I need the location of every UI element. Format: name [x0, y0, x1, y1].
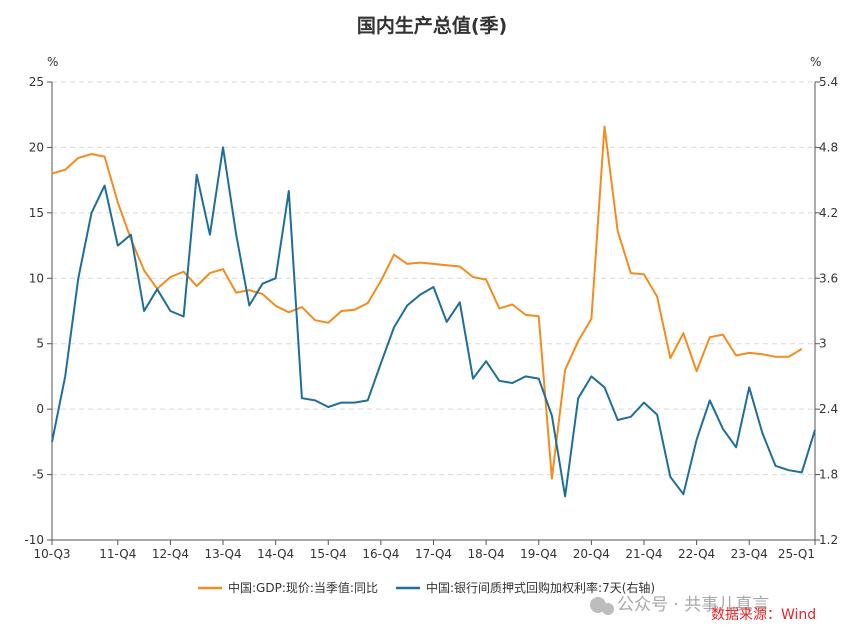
series-line-1	[51, 146, 816, 498]
wechat-icon-small	[602, 603, 614, 615]
grid-layer	[52, 81, 815, 476]
x-tick-label: 22-Q4	[678, 547, 715, 561]
x-tick-label: 16-Q4	[362, 547, 399, 561]
right-tick-label: 3	[819, 337, 827, 351]
left-tick-label: 25	[29, 75, 44, 89]
chart-title: 国内生产总值(季)	[357, 14, 507, 37]
left-tick-label: 15	[29, 206, 44, 220]
x-tick-label: 21-Q4	[625, 547, 662, 561]
x-tick-label: 23-Q4	[731, 547, 768, 561]
x-tick-label: 15-Q4	[310, 547, 347, 561]
left-tick-label: 5	[36, 337, 44, 351]
legend-label-1: 中国:银行间质押式回购加权利率:7天(右轴)	[426, 580, 655, 595]
x-tick-label: 12-Q4	[152, 547, 189, 561]
x-tick-label: 10-Q3	[33, 547, 70, 561]
right-tick-label: 4.8	[819, 140, 838, 154]
left-tick-label: 10	[29, 271, 44, 285]
series-layer	[51, 125, 816, 498]
x-tick-label: 13-Q4	[204, 547, 241, 561]
x-tick-label: 18-Q4	[468, 547, 505, 561]
left-axis-unit: %	[47, 55, 58, 69]
x-tick-label: 11-Q4	[99, 547, 136, 561]
right-axis-unit: %	[810, 55, 821, 69]
watermark-text: 公众号 · 共事儿真言	[617, 595, 769, 615]
left-tick-label: 20	[29, 140, 44, 154]
x-tick-label: 17-Q4	[415, 547, 452, 561]
left-tick-label: -5	[32, 468, 44, 482]
legend-label-0: 中国:GDP:现价:当季值:同比	[228, 580, 378, 595]
watermark: 公众号 · 共事儿真言	[590, 595, 769, 615]
series-line-0	[51, 125, 803, 480]
right-tick-label: 5.4	[819, 75, 838, 89]
right-tick-label: 4.2	[819, 206, 838, 220]
legend: 中国:GDP:现价:当季值:同比 中国:银行间质押式回购加权利率:7天(右轴)	[198, 580, 655, 595]
x-tick-label: 19-Q4	[520, 547, 557, 561]
axes-layer: -10 -5 0 5 10 15 20 25 1.2 1.8 2.4 3 3.6 4.2 4.8 5.4 10-…	[24, 75, 838, 561]
right-tick-label: 2.4	[819, 402, 838, 416]
x-tick-label: 14-Q4	[257, 547, 294, 561]
right-tick-label: 1.2	[819, 533, 838, 547]
source-label: 数据来源：Wind	[711, 607, 816, 623]
x-tick-label: 20-Q4	[573, 547, 610, 561]
left-tick-label: -10	[24, 533, 44, 547]
right-tick-label: 1.8	[819, 468, 838, 482]
left-tick-label: 0	[36, 402, 44, 416]
right-tick-label: 3.6	[819, 271, 838, 285]
x-tick-label: 25-Q1	[778, 547, 815, 561]
